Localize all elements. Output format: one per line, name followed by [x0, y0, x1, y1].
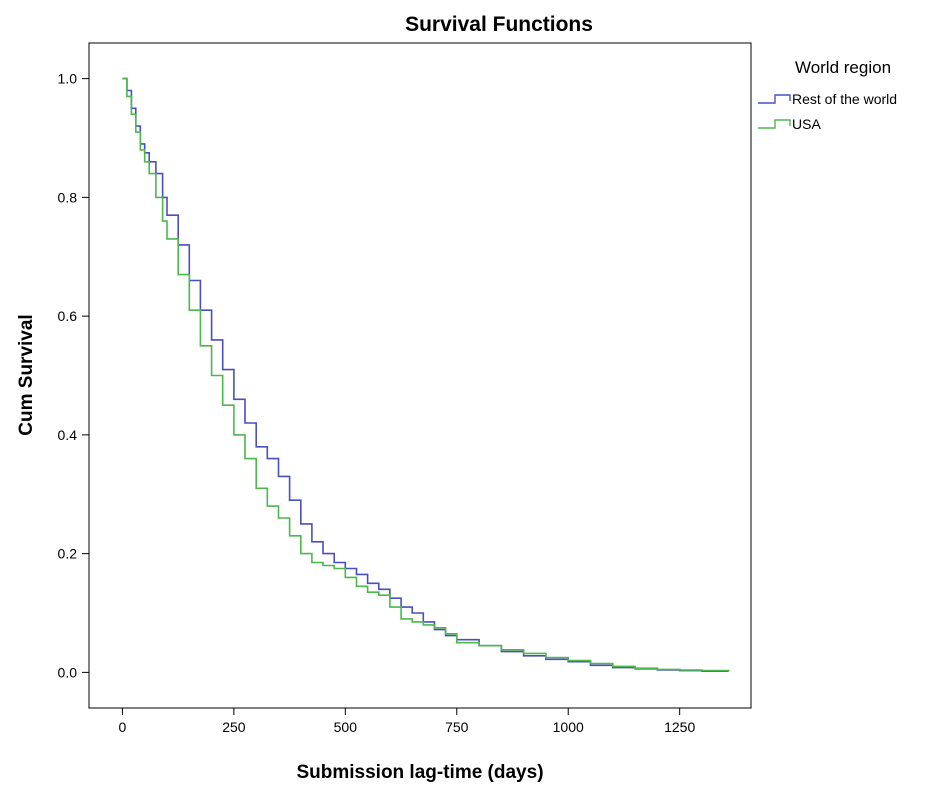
y-tick-label: 0.0	[58, 664, 78, 680]
x-tick-label: 1000	[553, 719, 584, 735]
y-axis-label: Cum Survival	[16, 314, 37, 435]
series-line-usa	[122, 77, 730, 672]
y-axis: 0.0 0.2 0.4 0.6 0.8 1.0	[58, 71, 89, 680]
y-tick-label: 0.8	[58, 189, 78, 205]
y-tick-label: 0.4	[58, 427, 78, 443]
x-axis: 0 250 500 750 1000 1250	[119, 708, 695, 735]
legend-swatch	[758, 94, 791, 104]
x-tick-label: 250	[222, 719, 246, 735]
legend-title: World region	[795, 58, 891, 77]
legend-swatch	[758, 119, 791, 129]
series-group	[122, 77, 730, 672]
legend: World region Rest of the world USA	[758, 58, 897, 132]
y-tick-label: 0.2	[58, 546, 78, 562]
legend-label: USA	[792, 116, 821, 132]
chart-title: Survival Functions	[405, 13, 593, 36]
x-tick-label: 750	[445, 719, 469, 735]
y-tick-label: 0.6	[58, 308, 78, 324]
x-tick-label: 1250	[664, 719, 695, 735]
x-tick-label: 500	[334, 719, 358, 735]
legend-label: Rest of the world	[792, 91, 897, 107]
y-tick-label: 1.0	[58, 71, 78, 87]
plot-frame	[88, 42, 752, 709]
x-axis-label: Submission lag-time (days)	[296, 762, 543, 783]
x-tick-label: 0	[119, 719, 127, 735]
